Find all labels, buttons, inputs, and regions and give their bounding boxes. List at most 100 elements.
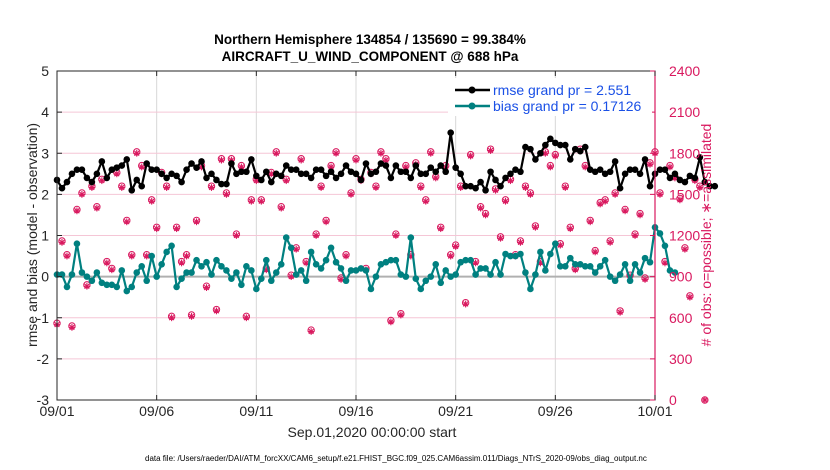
rmse-point xyxy=(193,164,200,171)
y-right-tick-label: 1200 xyxy=(669,228,700,244)
rmse-point xyxy=(248,156,255,163)
rmse-point xyxy=(143,160,150,167)
obs-assimilated-marker xyxy=(297,156,305,164)
obs-assimilated-marker xyxy=(696,184,704,191)
y-tick-label: 3 xyxy=(41,145,49,161)
bias-point xyxy=(447,273,454,280)
bias-point xyxy=(213,256,220,264)
obs-assimilated-marker xyxy=(591,248,599,256)
rmse-point xyxy=(228,160,235,167)
axes-ticks: 09/01 09/06 09/11 09/16 09/21 09/26 10/0103006… xyxy=(37,63,701,419)
rmse-point xyxy=(671,170,679,178)
bias-point xyxy=(128,283,136,291)
bias-point xyxy=(352,267,360,274)
bias-point xyxy=(178,275,185,282)
bias-point xyxy=(571,260,579,268)
bias-point xyxy=(277,260,285,268)
bias-point xyxy=(292,271,300,278)
bias-point xyxy=(367,285,375,293)
bias-point xyxy=(68,271,76,278)
rmse-point xyxy=(292,166,300,173)
obs-assimilated-marker xyxy=(387,318,395,326)
bias-point xyxy=(63,283,71,291)
bias-point xyxy=(442,267,450,274)
y-tick-label: -2 xyxy=(37,351,50,367)
obs-assimilated-marker xyxy=(178,259,185,267)
rmse-point xyxy=(307,174,315,182)
obs-assimilated-marker xyxy=(277,204,285,212)
bias-point xyxy=(626,277,634,285)
obs-assimilated-marker xyxy=(98,177,106,185)
bias-point xyxy=(133,269,141,276)
rmse-point xyxy=(93,170,101,178)
obs-assimilated-marker xyxy=(342,252,350,260)
bias-point xyxy=(382,258,390,266)
bias-point xyxy=(322,256,330,264)
bias-point xyxy=(272,269,280,276)
obs-assimilated-marker xyxy=(507,177,514,185)
bias-point xyxy=(586,263,594,270)
rmse-point xyxy=(128,186,136,194)
y-tick-label: -1 xyxy=(37,310,50,326)
rmse-point xyxy=(626,166,634,173)
bias-point xyxy=(507,252,514,260)
bias-point xyxy=(402,273,410,280)
bias-point xyxy=(347,267,355,274)
bias-point xyxy=(332,258,340,266)
rmse-point xyxy=(332,174,340,182)
rmse-point xyxy=(282,162,290,169)
bias-point xyxy=(527,285,534,293)
bias-point xyxy=(183,269,190,276)
bias-point xyxy=(148,252,155,260)
bias-point xyxy=(437,279,445,287)
rmse-point xyxy=(676,176,684,184)
obs-assimilated-marker xyxy=(546,163,554,171)
bias-point xyxy=(168,242,175,250)
rmse-point xyxy=(427,164,435,171)
bias-point xyxy=(88,277,96,285)
bias-point xyxy=(417,285,425,293)
obs-assimilated-marker xyxy=(551,152,559,160)
obs-assimilated-marker xyxy=(482,211,489,219)
rmse-point xyxy=(148,166,155,173)
rmse-point xyxy=(63,178,71,186)
obs-assimilated-marker xyxy=(128,252,136,260)
grid xyxy=(57,71,655,400)
obs-assimilated-marker xyxy=(392,232,400,239)
rmse-point xyxy=(621,170,629,178)
rmse-point xyxy=(312,166,320,173)
bias-point xyxy=(357,265,365,272)
rmse-point xyxy=(238,168,245,176)
obs-assimilated-marker xyxy=(242,314,250,322)
bias-point xyxy=(337,265,345,272)
rmse-point xyxy=(497,182,504,190)
bias-point xyxy=(457,258,464,266)
y-right-tick-label: 600 xyxy=(669,310,693,326)
obs-assimilated-marker xyxy=(203,284,210,291)
rmse-point xyxy=(58,184,66,192)
obs-assimilated-marker xyxy=(327,163,335,171)
obs-assimilated-marker xyxy=(571,266,579,274)
rmse-point xyxy=(631,166,639,173)
rmse-point xyxy=(218,180,225,188)
obs-assimilated-marker xyxy=(437,225,445,233)
rmse-point xyxy=(542,141,549,149)
bias-point xyxy=(547,250,554,258)
obs-assimilated-marker xyxy=(153,225,161,233)
y-tick-label: 0 xyxy=(41,269,49,285)
bias-point xyxy=(377,260,385,268)
rmse-point xyxy=(297,170,305,178)
rmse-point xyxy=(462,182,469,190)
obs-assimilated-marker xyxy=(522,184,529,191)
bias-point xyxy=(103,281,111,289)
obs-assimilated-marker xyxy=(492,186,499,194)
obs-assimilated-marker xyxy=(63,252,71,260)
rmse-point xyxy=(527,145,534,153)
bias-point xyxy=(98,279,106,287)
bias-point xyxy=(621,260,629,268)
y-right-tick-label: 1800 xyxy=(669,145,700,161)
x-tick-label: 09/21 xyxy=(438,403,473,419)
obs-assimilated-marker xyxy=(532,223,539,231)
rmse-point xyxy=(203,174,210,182)
